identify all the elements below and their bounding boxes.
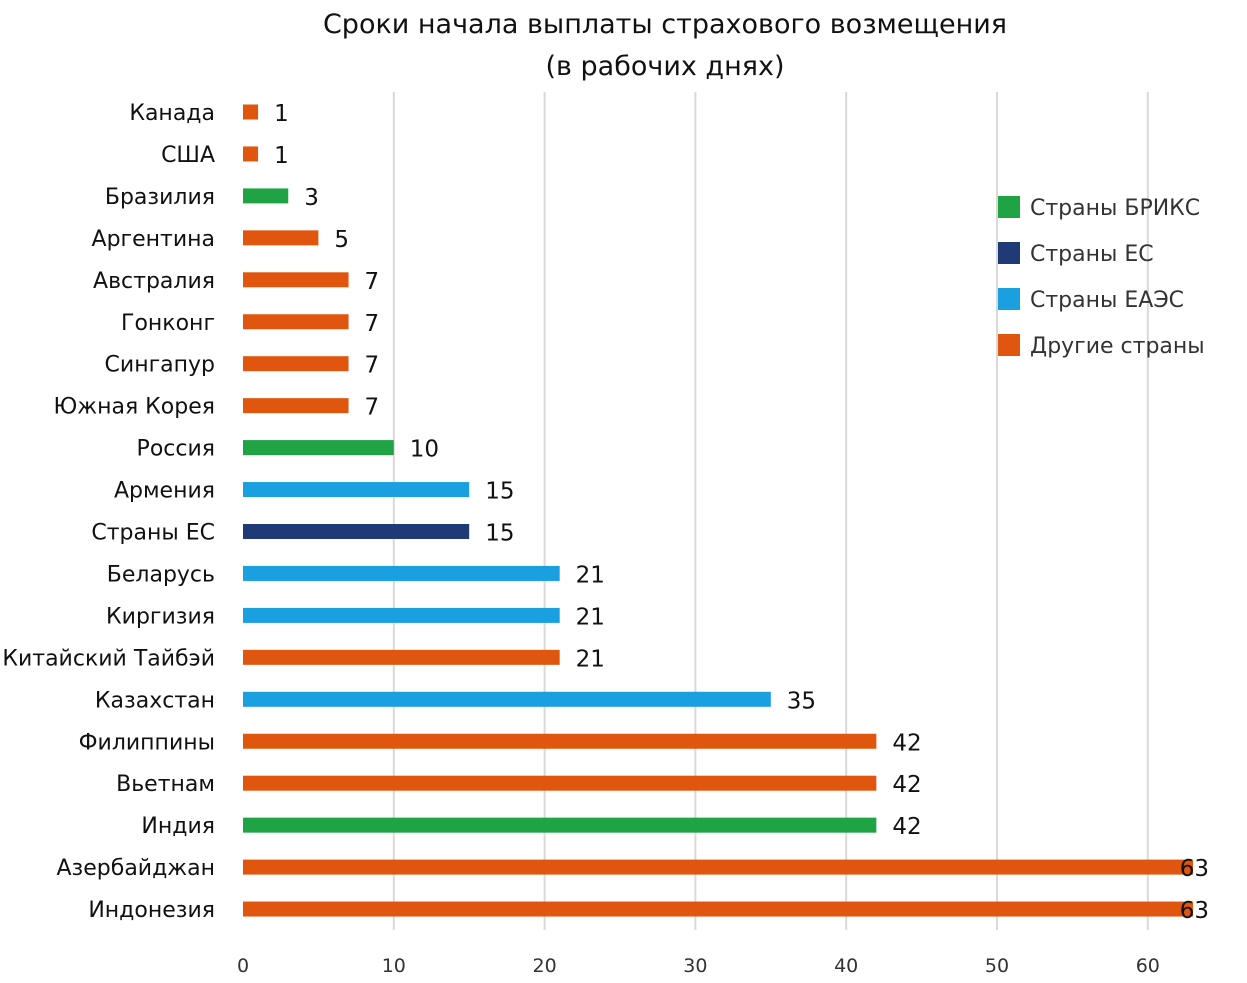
legend-label-eu: Страны ЕС — [1030, 242, 1154, 267]
label-layer: Канада 1 США 1 Бразилия 3 Аргентина 5 Австралия 7… — [2, 101, 1209, 924]
legend-label-brics: Страны БРИКС — [1030, 196, 1200, 221]
legend-label-other: Другие страны — [1030, 334, 1205, 359]
bar-layer — [243, 104, 1194, 917]
bar-3 — [243, 230, 319, 246]
bar-7 — [243, 398, 349, 414]
chart-title: Сроки начала выплаты страхового возмещен… — [323, 9, 1007, 40]
x-tick-label-0: 0 — [237, 955, 249, 977]
value-label-16: 42 — [892, 772, 921, 798]
tick-layer: 0 10 20 30 40 50 60 — [237, 955, 1160, 977]
value-label-19: 63 — [1180, 898, 1209, 924]
value-label-18: 63 — [1180, 856, 1209, 882]
bar-11 — [243, 565, 560, 581]
legend-swatch-brics — [998, 196, 1020, 218]
bar-10 — [243, 524, 470, 539]
value-label-4: 7 — [365, 269, 380, 295]
value-label-13: 21 — [576, 646, 605, 672]
bar-19 — [243, 901, 1194, 917]
legend-label-eaeu: Страны ЕАЭС — [1030, 288, 1184, 313]
category-label-14: Казахстан — [95, 688, 215, 713]
category-label-10: Страны ЕС — [91, 521, 215, 546]
category-label-17: Индия — [141, 814, 215, 839]
legend-swatch-other — [998, 334, 1020, 356]
value-label-0: 1 — [274, 101, 289, 127]
bar-5 — [243, 314, 349, 330]
bar-17 — [243, 817, 877, 833]
value-label-15: 42 — [892, 730, 921, 756]
x-tick-label-10: 10 — [382, 955, 406, 977]
category-label-9: Армения — [114, 479, 215, 504]
value-label-10: 15 — [485, 521, 514, 547]
value-label-6: 7 — [365, 353, 380, 379]
legend-swatch-eaeu — [998, 288, 1020, 310]
x-tick-label-30: 30 — [683, 955, 707, 977]
category-label-0: Канада — [129, 101, 215, 126]
category-label-19: Индонезия — [88, 898, 215, 923]
category-label-11: Беларусь — [107, 562, 215, 587]
value-label-9: 15 — [485, 479, 514, 505]
bar-14 — [243, 691, 771, 707]
x-tick-label-60: 60 — [1136, 955, 1160, 977]
value-label-1: 1 — [274, 143, 289, 169]
category-label-16: Вьетнам — [116, 772, 215, 797]
bar-4 — [243, 272, 349, 288]
value-label-11: 21 — [576, 562, 605, 588]
bar-9 — [243, 482, 470, 498]
legend: Страны БРИКС Страны ЕС Страны ЕАЭС Другие с… — [998, 196, 1205, 359]
bar-8 — [243, 440, 394, 456]
value-label-12: 21 — [576, 604, 605, 630]
category-label-2: Бразилия — [105, 185, 215, 210]
category-label-15: Филиппины — [79, 730, 215, 755]
category-label-13: Китайский Тайбэй — [2, 646, 215, 671]
value-label-8: 10 — [410, 437, 439, 463]
bar-18 — [243, 859, 1194, 875]
bar-15 — [243, 733, 877, 749]
x-tick-label-50: 50 — [985, 955, 1009, 977]
value-label-14: 35 — [787, 688, 816, 714]
value-label-5: 7 — [365, 311, 380, 337]
x-tick-label-20: 20 — [533, 955, 557, 977]
value-label-3: 5 — [334, 227, 349, 253]
bar-6 — [243, 356, 349, 372]
category-label-3: Аргентина — [92, 227, 215, 252]
bar-13 — [243, 649, 560, 665]
legend-swatch-eu — [998, 242, 1020, 264]
category-label-12: Киргизия — [106, 604, 215, 629]
value-label-2: 3 — [304, 185, 319, 211]
category-label-6: Сингапур — [105, 353, 215, 378]
category-label-18: Азербайджан — [57, 856, 216, 881]
chart-subtitle: (в рабочих днях) — [545, 51, 784, 82]
category-label-8: Россия — [137, 437, 215, 462]
category-label-4: Австралия — [93, 269, 215, 294]
value-label-17: 42 — [892, 814, 921, 840]
bar-0 — [243, 104, 259, 120]
bar-16 — [243, 775, 877, 791]
category-label-1: США — [161, 143, 215, 168]
x-tick-label-40: 40 — [834, 955, 858, 977]
value-label-7: 7 — [365, 395, 380, 421]
bar-12 — [243, 607, 560, 623]
category-label-7: Южная Корея — [54, 395, 215, 420]
bar-1 — [243, 146, 259, 162]
category-label-5: Гонконг — [121, 311, 215, 336]
bar-2 — [243, 188, 289, 204]
